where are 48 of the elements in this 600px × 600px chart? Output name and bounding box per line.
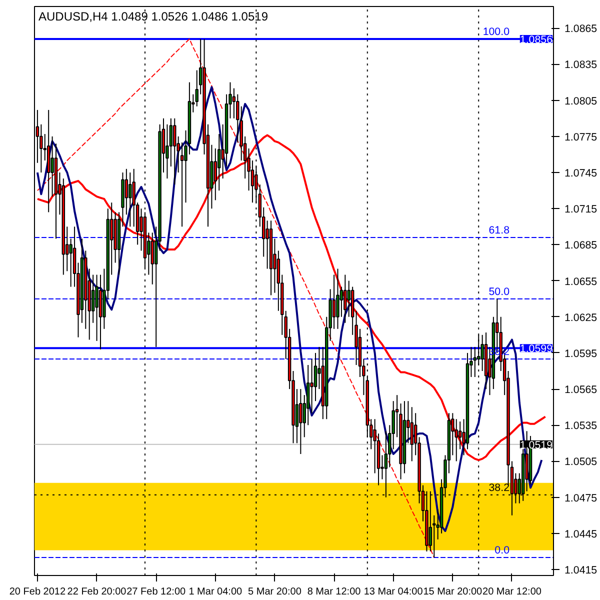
y-tick-label: 1.0445	[564, 528, 598, 540]
candlestick	[50, 136, 54, 198]
x-tick-label: 22 Feb 20:00	[67, 586, 127, 598]
y-tick-label: 1.0505	[564, 456, 598, 468]
x-tick-label: 1 Mar 04:00	[188, 586, 243, 598]
candlestick	[150, 232, 154, 285]
candlestick	[169, 118, 173, 167]
y-tick-label: 1.0805	[564, 95, 598, 108]
candlestick	[91, 274, 95, 324]
candlestick	[299, 388, 302, 454]
ref-line-label: 1.0519	[520, 439, 553, 452]
annotation: 61.8	[488, 224, 510, 236]
annotation: 50.0	[488, 286, 510, 298]
chart-title: AUDUSD,H4 1.0489 1.0526 1.0486 1.0519	[38, 10, 268, 24]
y-tick-label: 1.0655	[564, 276, 598, 288]
candlestick	[344, 274, 347, 324]
candlestick	[332, 274, 336, 330]
candlestick	[266, 220, 269, 270]
ref-line-label: 1.0856	[520, 34, 553, 46]
x-tick-label: 20 Mar 12:00	[482, 586, 542, 598]
x-tick-label: 5 Mar 20:00	[248, 586, 302, 598]
candlestick	[458, 421, 462, 450]
y-tick-label: 1.0415	[564, 564, 598, 576]
x-tick-label: 20 Feb 2012	[9, 586, 66, 598]
y-tick-label: 1.0565	[564, 384, 598, 396]
y-tick-label: 1.0625	[564, 312, 598, 324]
y-tick-label: 1.0595	[564, 348, 598, 360]
y-tick-label: 1.0745	[564, 168, 598, 180]
candlestick	[336, 268, 340, 330]
y-tick-label: 1.0715	[564, 204, 598, 216]
x-tick-label: 8 Mar 12:00	[307, 586, 362, 598]
x-tick-label: 13 Mar 04:00	[364, 586, 424, 598]
candlestick	[128, 172, 132, 228]
candlestick	[310, 358, 314, 414]
candlestick	[173, 118, 176, 186]
y-tick-label: 1.0835	[564, 59, 598, 72]
x-tick-label: 27 Feb 12:00	[126, 586, 186, 598]
y-tick-label: 1.0535	[564, 420, 598, 432]
annotation: 100.0	[482, 26, 510, 38]
candlestick	[410, 406, 414, 462]
y-tick-label: 1.0685	[564, 240, 598, 252]
candlestick	[347, 280, 350, 318]
x-tick-label: 15 Mar 20:00	[423, 586, 483, 598]
y-tick-label: 1.0775	[564, 131, 598, 144]
annotation: 38.2	[488, 482, 510, 494]
y-tick-label: 1.0475	[564, 492, 598, 504]
y-tick-label: 1.0865	[564, 23, 598, 36]
candlestick	[340, 286, 344, 318]
